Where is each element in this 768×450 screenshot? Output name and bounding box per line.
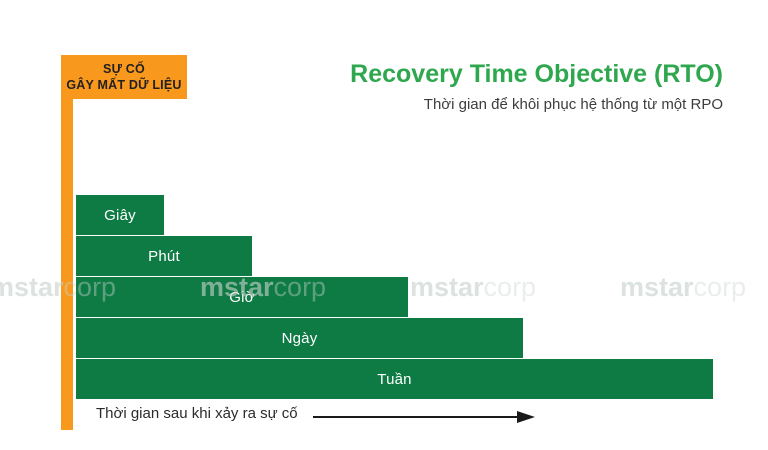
watermark-bold-part: mstar	[410, 272, 484, 302]
watermark-light-part: corp	[693, 272, 747, 302]
watermark-bold-part: mstar	[620, 272, 694, 302]
bar-label: Giờ	[229, 288, 255, 306]
bar-1: Giây	[76, 195, 164, 235]
bar-3: Giờ	[76, 277, 408, 317]
incident-label-box: SỰ CỐ GÂY MẤT DỮ LIỆU	[61, 55, 187, 99]
bar-label: Giây	[104, 206, 136, 224]
incident-timeline-bar	[61, 55, 73, 430]
bar-5: Tuần	[76, 359, 713, 399]
bar-label: Phút	[148, 247, 180, 265]
page-title: Recovery Time Objective (RTO)	[350, 60, 723, 88]
header: Recovery Time Objective (RTO) Thời gian …	[350, 60, 723, 113]
bar-label: Tuần	[377, 370, 412, 388]
time-arrow-icon	[313, 411, 535, 423]
bar-2: Phút	[76, 236, 252, 276]
watermark-light-part: corp	[483, 272, 537, 302]
bar-label: Ngày	[281, 329, 318, 347]
bar-4: Ngày	[76, 318, 523, 358]
watermark: mstarcorp	[410, 271, 536, 303]
watermark-bold-part: mstar	[0, 272, 64, 302]
incident-label-line1: SỰ CỐ	[103, 61, 145, 76]
incident-label-line2: GÂY MẤT DỮ LIỆU	[66, 78, 182, 92]
page-subtitle: Thời gian để khôi phục hệ thống từ một R…	[423, 96, 723, 113]
time-axis-caption: Thời gian sau khi xảy ra sự cố	[96, 405, 298, 422]
watermark: mstarcorp	[620, 271, 746, 303]
